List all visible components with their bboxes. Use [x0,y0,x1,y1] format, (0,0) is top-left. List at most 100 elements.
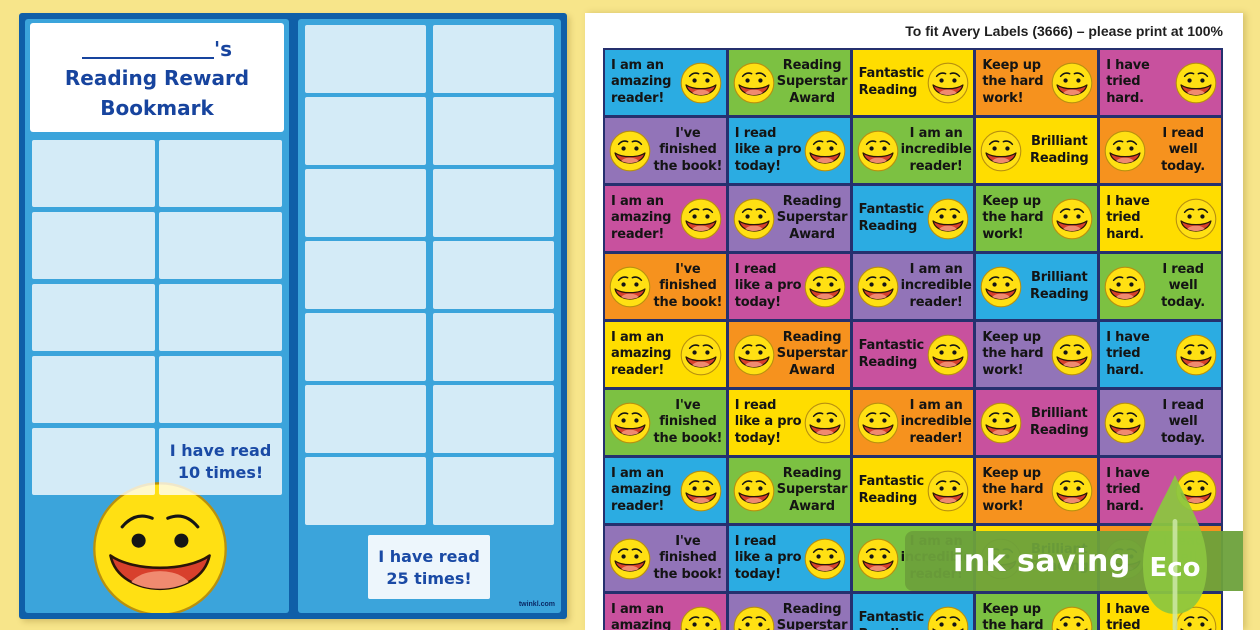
milestone-25-line2: 25 times! [386,568,472,588]
smiley-icon [680,198,722,239]
reward-label-text: I've finished the book! [653,126,723,174]
smiley-icon [1051,470,1093,511]
reward-slot [433,241,554,309]
reward-slot [159,140,282,207]
smiley-icon [680,62,722,103]
smiley-icon [1175,334,1217,375]
reward-label-text: I read like a pro today! [734,262,802,310]
name-blank-line [81,37,214,59]
reward-label: I've finished the book! [605,390,726,455]
reward-slot [305,169,426,237]
big-smiley-icon [87,476,233,613]
bookmark-title-line2: Bookmark [100,95,214,120]
smiley-icon [609,266,651,307]
reward-slot [159,284,282,351]
smiley-icon [1051,606,1093,630]
label-sheet: To fit Avery Labels (3666) – please prin… [585,13,1243,630]
smiley-icon [609,538,651,579]
eco-leaf-icon: Eco [1135,471,1215,630]
reward-label-text: I've finished the book! [653,534,723,582]
milestone-25-line1: I have read [378,546,480,566]
smiley-icon [804,402,845,443]
smiley-icon [804,538,845,579]
reward-slot [32,284,155,351]
smiley-icon [609,402,651,443]
smiley-icon [857,266,898,307]
reward-label-text: I've finished the book! [653,262,723,310]
reward-slot [32,428,155,495]
reward-label: I read like a pro today! [728,390,850,455]
reward-slot [159,356,282,423]
reward-slot [433,25,554,93]
reward-slot [433,385,554,453]
name-line: 's [81,37,232,59]
ink-saving-label: ink saving [953,543,1131,579]
reward-label: I read like a pro today! [728,118,850,183]
reward-label: I read like a pro today! [728,254,850,319]
bookmark-title-line1: Reading Reward [64,65,250,90]
smiley-icon [981,402,1022,443]
bookmark-front-panel: 's Reading Reward Bookmark I have read 10… [25,19,289,613]
watermark: twinkl.com [518,601,555,608]
milestone-10-line: 10 times! [177,463,264,482]
smiley-icon [1175,198,1217,239]
smiley-icon [981,130,1022,171]
reward-slot [32,356,155,423]
reward-slot [433,457,554,525]
reward-slot [433,169,554,237]
smiley-icon [1051,334,1093,375]
smiley-icon [928,606,969,630]
smiley-icon [733,62,775,103]
milestone-10-line: I have read [169,441,272,460]
reward-label: I've finished the book! [605,118,726,183]
reward-slot [305,25,426,93]
reward-slot [305,97,426,165]
smiley-icon [733,470,775,511]
smiley-icon [804,130,845,171]
smiley-icon [928,198,969,239]
bookmark-right-grid [305,25,554,525]
smiley-icon [928,62,969,103]
smiley-icon [733,334,775,375]
reward-slot [32,140,155,207]
reward-label-text: I read like a pro today! [734,398,802,446]
smiley-icon [93,482,227,613]
smiley-icon [1175,62,1217,103]
reward-slot [32,212,155,279]
smiley-icon [928,334,969,375]
bookmark-preview: 's Reading Reward Bookmark I have read 10… [19,13,567,619]
